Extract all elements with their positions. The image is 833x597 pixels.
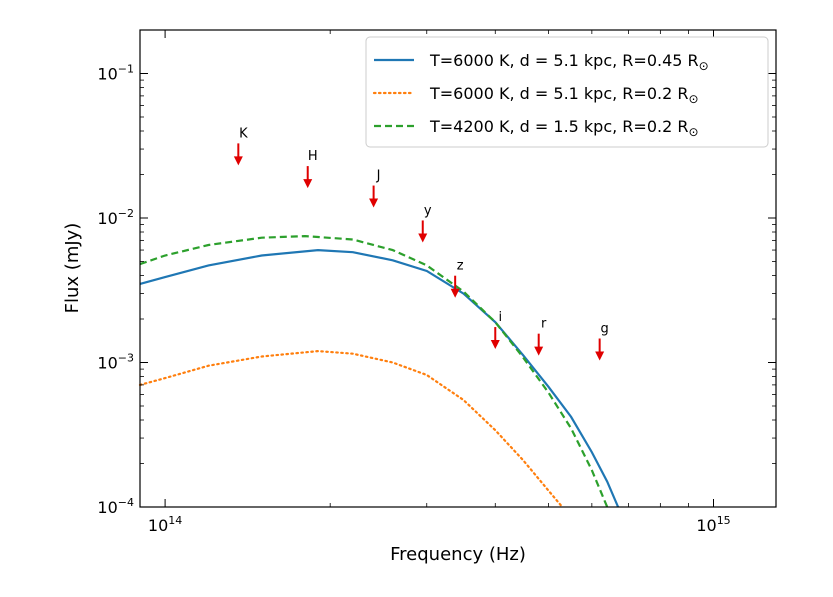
legend-frame <box>365 36 769 148</box>
x-tick-label: 1014 <box>148 514 182 535</box>
band-label: K <box>239 126 248 141</box>
upper-limit-g: g <box>595 321 609 361</box>
x-tick-label: 1015 <box>696 514 730 535</box>
x-axis-title: Frequency (Hz) <box>390 544 526 565</box>
legend-item-2: T=6000 K, d = 5.1 kpc, R=0.2 R⊙ <box>372 84 699 106</box>
legend-item-1: T=6000 K, d = 5.1 kpc, R=0.45 R⊙ <box>374 51 709 73</box>
series-layer <box>138 234 620 509</box>
band-label: g <box>601 321 609 336</box>
upper-limit-arrowhead <box>418 233 428 243</box>
band-label: r <box>541 317 547 332</box>
legend-label: T=6000 K, d = 5.1 kpc, R=0.45 R⊙ <box>429 51 709 73</box>
band-label: y <box>424 203 432 218</box>
upper-limit-arrowhead <box>369 198 379 208</box>
upper-limit-arrowhead <box>595 351 605 361</box>
legend-label: T=6000 K, d = 5.1 kpc, R=0.2 R⊙ <box>429 84 699 106</box>
series-line-2 <box>138 349 564 509</box>
upper-limit-arrowhead <box>534 346 544 356</box>
y-tick-label: 10−4 <box>97 496 134 517</box>
y-tick-label: 10−1 <box>97 62 134 83</box>
legend: T=6000 K, d = 5.1 kpc, R=0.45 R⊙ T=6000 K… <box>365 36 769 148</box>
plot-frame <box>139 29 777 508</box>
y-axis-title: Flux (mJy) <box>62 223 83 314</box>
upper-limit-arrowhead <box>233 156 243 166</box>
upper-limits-layer: K H Jy z i r g <box>233 126 609 361</box>
series-line-1 <box>139 248 620 508</box>
band-label: z <box>457 259 464 274</box>
upper-limit-z: z <box>450 259 464 298</box>
upper-limit-i: i <box>490 310 502 350</box>
upper-limit-y: y <box>418 203 432 243</box>
ticks-layer: 1014 1015 10−4 10−3 10−2 10−1 <box>97 30 776 535</box>
series-line-3 <box>139 234 609 508</box>
y-tick-label: 10−2 <box>97 207 134 228</box>
upper-limit-arrowhead <box>303 179 313 189</box>
upper-limit-arrowhead <box>450 288 460 298</box>
legend-label: T=4200 K, d = 1.5 kpc, R=0.2 R⊙ <box>429 117 699 139</box>
upper-limit-r: r <box>534 317 547 356</box>
legend-item-3: T=4200 K, d = 1.5 kpc, R=0.2 R⊙ <box>374 117 699 139</box>
band-label: i <box>498 310 502 325</box>
upper-limit-K: K <box>233 126 248 166</box>
upper-limit-J: J <box>369 169 381 208</box>
upper-limit-arrowhead <box>490 340 500 350</box>
band-label: H <box>308 149 318 164</box>
y-tick-label: 10−3 <box>97 351 134 372</box>
upper-limit-H: H <box>303 149 318 189</box>
band-label: J <box>376 169 381 184</box>
